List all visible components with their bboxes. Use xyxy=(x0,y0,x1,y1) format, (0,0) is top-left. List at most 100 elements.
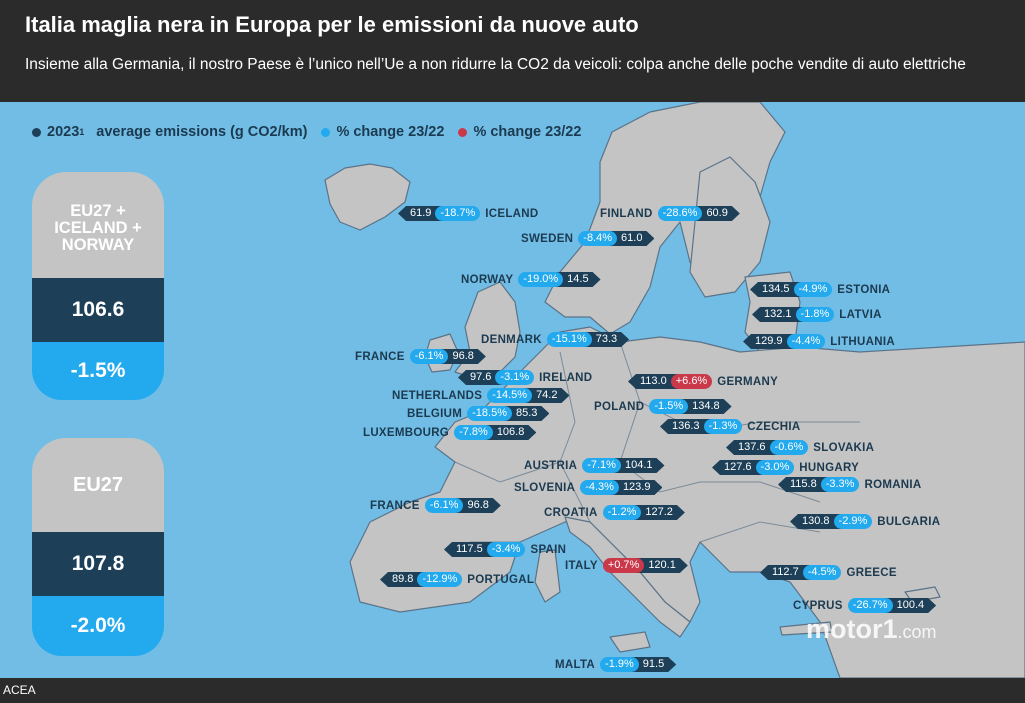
page-title: Italia maglia nera in Europa per le emis… xyxy=(25,12,639,37)
europe-map: 2023 1 average emissions (g CO2/km) % cha… xyxy=(0,102,1025,678)
sicily-shape xyxy=(609,631,651,653)
country-label-hungary: 127.6 -3.0% HUNGARY xyxy=(712,460,859,475)
emissions-value: 123.9 xyxy=(609,480,663,495)
country-name: GREECE xyxy=(846,566,897,579)
percent-change-badge: -1.2% xyxy=(602,505,642,520)
country-label-netherlands: NETHERLANDS -14.5% 74.2 xyxy=(392,388,569,403)
country-name: ITALY xyxy=(565,559,598,572)
country-label-latvia: 132.1 -1.8% LATVIA xyxy=(752,307,882,322)
percent-change-badge: +6.6% xyxy=(670,374,713,389)
percent-change-badge: -8.4% xyxy=(578,231,618,246)
emissions-value: 137.6 xyxy=(726,440,780,455)
percent-change-badge: -4.5% xyxy=(802,565,842,580)
country-name: AUSTRIA xyxy=(524,459,578,472)
country-name: HUNGARY xyxy=(799,461,860,474)
percent-change-badge: -15.1% xyxy=(546,332,592,347)
panel-change: -2.0% xyxy=(32,596,164,656)
emissions-value: 14.5 xyxy=(553,272,600,287)
country-name: SPAIN xyxy=(530,543,567,556)
country-label-croatia: CROATIA -1.2% 127.2 xyxy=(544,505,685,520)
country-name: DENMARK xyxy=(481,333,542,346)
panel-change: -1.5% xyxy=(32,342,164,400)
country-name: POLAND xyxy=(594,400,645,413)
panel-value: 106.6 xyxy=(32,278,164,342)
percent-change-badge: -4.9% xyxy=(793,282,833,297)
legend-dot-dark-icon xyxy=(32,127,41,137)
percent-change-badge: -19.0% xyxy=(518,272,564,287)
source-label: ACEA xyxy=(3,683,36,697)
italy-shape xyxy=(564,516,691,638)
emissions-value: 127.6 xyxy=(712,460,766,475)
country-label-romania: 115.8 -3.3% ROMANIA xyxy=(778,477,922,492)
percent-change-badge: -18.5% xyxy=(467,406,512,421)
emissions-value: 117.5 xyxy=(444,542,497,557)
country-label-austria: AUSTRIA -7.1% 104.1 xyxy=(524,458,665,473)
emissions-value: 113.0 xyxy=(628,374,681,389)
legend-item-decrease: % change 23/22 xyxy=(321,124,444,140)
country-name: ESTONIA xyxy=(837,283,891,296)
country-name: LATVIA xyxy=(839,308,882,321)
country-label-iceland: 61.9 -18.7% ICELAND xyxy=(398,206,539,221)
percent-change-badge: -2.9% xyxy=(833,514,873,529)
country-name: CYPRUS xyxy=(793,599,843,612)
emissions-value: 132.1 xyxy=(752,307,806,322)
country-label-luxembourg: LUXEMBOURG -7.8% 106.8 xyxy=(363,425,536,440)
emissions-value: 129.9 xyxy=(743,334,797,349)
country-label-germany: 113.0 +6.6% GERMANY xyxy=(628,374,778,389)
country-label-spain: 117.5 -3.4% SPAIN xyxy=(444,542,566,557)
country-name: ICELAND xyxy=(485,207,539,220)
percent-change-badge: -1.5% xyxy=(649,399,689,414)
emissions-value: 120.1 xyxy=(634,558,688,573)
emissions-value: 136.3 xyxy=(660,419,714,434)
legend: 2023 1 average emissions (g CO2/km) % cha… xyxy=(32,124,595,140)
country-name: CROATIA xyxy=(544,506,598,519)
country-name: GERMANY xyxy=(717,375,779,388)
country-label-finland: FINLAND -28.6% 60.9 xyxy=(600,206,740,221)
legend-dot-blue-icon xyxy=(321,127,331,137)
emissions-value: 60.9 xyxy=(692,206,739,221)
country-label-france: FRANCE -6.1% 96.8 xyxy=(370,498,501,513)
percent-change-badge: -28.6% xyxy=(657,206,703,221)
percent-change-badge: -0.6% xyxy=(769,440,809,455)
country-name: SLOVAKIA xyxy=(813,441,875,454)
country-label-sweden: SWEDEN -8.4% 61.0 xyxy=(521,231,654,246)
country-label-estonia: 134.5 -4.9% ESTONIA xyxy=(750,282,890,297)
emissions-value: 127.2 xyxy=(631,505,685,520)
emissions-value: 74.2 xyxy=(522,388,569,403)
emissions-value: 85.3 xyxy=(502,406,549,421)
iceland-shape xyxy=(324,163,411,231)
country-name: FINLAND xyxy=(600,207,653,220)
legend-item-emissions: 2023 1 average emissions (g CO2/km) xyxy=(32,124,307,140)
percent-change-badge: -7.8% xyxy=(454,425,493,440)
country-label-poland: POLAND -1.5% 134.8 xyxy=(594,399,732,414)
emissions-value: 100.4 xyxy=(883,598,937,613)
percent-change-badge: -1.8% xyxy=(795,307,835,322)
country-name: NORWAY xyxy=(461,273,514,286)
country-label-denmark: DENMARK -15.1% 73.3 xyxy=(481,332,629,347)
country-name: SLOVENIA xyxy=(514,481,576,494)
watermark-logo: motor1.com xyxy=(806,614,937,644)
country-name: CZECHIA xyxy=(747,420,801,433)
country-name: FRANCE xyxy=(355,350,405,363)
emissions-value: 96.8 xyxy=(453,498,500,513)
percent-change-badge: -18.7% xyxy=(435,206,481,221)
country-name: LITHUANIA xyxy=(830,335,895,348)
country-name: LUXEMBOURG xyxy=(363,426,450,439)
percent-change-badge: -4.4% xyxy=(786,334,826,349)
emissions-value: 106.8 xyxy=(483,425,537,440)
emissions-value: 112.7 xyxy=(760,565,813,580)
emissions-value: 97.6 xyxy=(458,370,506,385)
panel-eu27: EU27 107.8 -2.0% xyxy=(32,438,164,656)
panel-eu27-iceland-norway: EU27 + ICELAND + NORWAY 106.6 -1.5% xyxy=(32,172,164,400)
country-label-lithuania: 129.9 -4.4% LITHUANIA xyxy=(743,334,895,349)
country-name: NETHERLANDS xyxy=(392,389,483,402)
country-label-czechia: 136.3 -1.3% CZECHIA xyxy=(660,419,801,434)
country-name: FRANCE xyxy=(370,499,420,512)
percent-change-badge: -3.0% xyxy=(755,460,795,475)
emissions-value: 96.8 xyxy=(438,349,485,364)
percent-change-badge: -7.1% xyxy=(582,458,621,473)
country-name: IRELAND xyxy=(539,371,593,384)
percent-change-badge: +0.7% xyxy=(602,558,645,573)
percent-change-badge: -1.3% xyxy=(703,419,743,434)
country-name: ROMANIA xyxy=(864,478,922,491)
